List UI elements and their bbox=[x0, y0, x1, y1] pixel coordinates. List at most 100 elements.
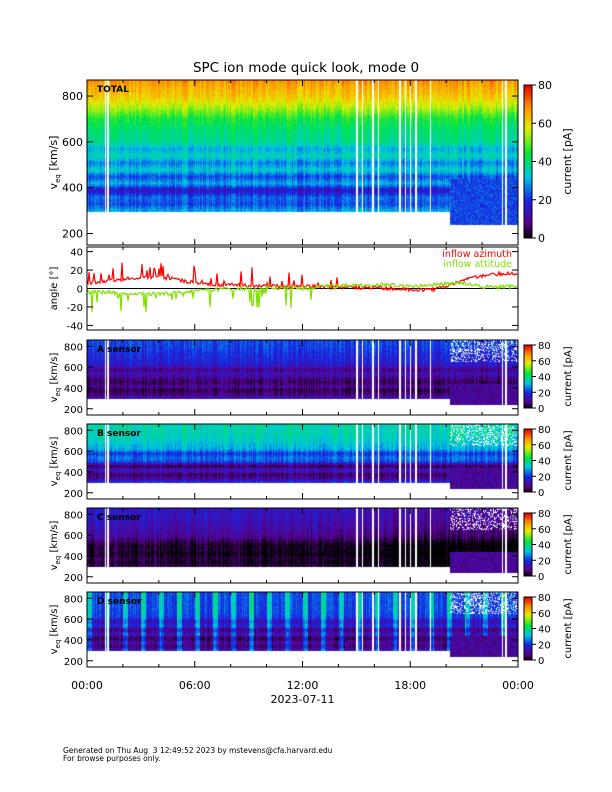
spectrogram-b-sensor bbox=[87, 424, 518, 499]
x-tick-label: 06:00 bbox=[179, 679, 211, 692]
y-tick-label: 600 bbox=[64, 363, 83, 374]
y-tick-label: 800 bbox=[64, 342, 83, 353]
colorbar-tick-label: 20 bbox=[538, 194, 552, 207]
y-axis-label: veq [km/s] bbox=[49, 353, 62, 403]
panel-label: D sensor bbox=[97, 597, 142, 607]
colorbar-frame bbox=[523, 428, 533, 493]
panel-label: B sensor bbox=[97, 429, 141, 439]
colorbar bbox=[524, 597, 532, 660]
y-tick-label: 400 bbox=[62, 182, 83, 195]
y-tick-label: 400 bbox=[64, 552, 83, 563]
colorbar-tick-label: 80 bbox=[538, 425, 551, 436]
colorbar bbox=[524, 85, 532, 238]
figure-title: SPC ion mode quick look, mode 0 bbox=[192, 60, 420, 76]
y-axis-label: veq [km/s] bbox=[49, 605, 62, 655]
x-tick-label: 00:00 bbox=[502, 679, 534, 692]
colorbar-tick-label: 80 bbox=[538, 509, 551, 520]
colorbar-frame bbox=[523, 344, 533, 409]
series-inflow-azimuth bbox=[86, 262, 518, 293]
colorbar-tick-label: 0 bbox=[538, 656, 544, 667]
y-tick-label: 800 bbox=[64, 510, 83, 521]
colorbar-tick-label: 40 bbox=[538, 541, 551, 552]
colorbar bbox=[524, 345, 532, 408]
spectrogram-d-sensor bbox=[87, 592, 518, 667]
y-tick-label: 400 bbox=[64, 636, 83, 647]
colorbar-tick-label: 60 bbox=[538, 357, 551, 368]
colorbar bbox=[524, 429, 532, 492]
y-axis-label: veq [km/s] bbox=[49, 437, 62, 487]
colorbar-tick-label: 20 bbox=[538, 388, 551, 399]
footer: Generated on Thu Aug 3 12:49:52 2023 by … bbox=[63, 747, 332, 763]
y-axis-label: veq [km/s] bbox=[49, 521, 62, 571]
colorbar-frame bbox=[523, 512, 533, 577]
panel-label: A sensor bbox=[97, 345, 142, 355]
y-tick-label: 20 bbox=[70, 266, 83, 277]
colorbar bbox=[524, 513, 532, 576]
colorbar-tick-label: 0 bbox=[538, 572, 544, 583]
x-axis-label: 2023-07-11 bbox=[271, 693, 335, 706]
y-axis-label: veq [km/s] bbox=[47, 136, 62, 190]
y-tick-label: 200 bbox=[64, 573, 83, 584]
y-tick-label: 600 bbox=[64, 531, 83, 542]
colorbar-tick-label: 40 bbox=[538, 625, 551, 636]
y-tick-label: -20 bbox=[67, 303, 83, 314]
colorbar-label: current [pA] bbox=[563, 430, 574, 490]
plot-frame bbox=[86, 339, 519, 416]
x-tick-label: 00:00 bbox=[71, 679, 103, 692]
x-tick-label: 12:00 bbox=[287, 679, 319, 692]
panel-label: TOTAL bbox=[97, 85, 129, 95]
legend-inflow-attitude: inflow attitude bbox=[443, 259, 512, 270]
colorbar-tick-label: 60 bbox=[538, 117, 552, 130]
colorbar-tick-label: 80 bbox=[538, 79, 552, 92]
y-tick-label: 800 bbox=[64, 426, 83, 437]
colorbar-tick-label: 0 bbox=[538, 232, 545, 245]
colorbar-tick-label: 0 bbox=[538, 488, 544, 499]
y-tick-label: 200 bbox=[64, 489, 83, 500]
y-tick-label: 200 bbox=[64, 405, 83, 416]
panel-label: C sensor bbox=[97, 513, 141, 523]
y-tick-label: 400 bbox=[64, 384, 83, 395]
spectrogram-a-sensor bbox=[87, 340, 518, 415]
colorbar-tick-label: 60 bbox=[538, 525, 551, 536]
y-tick-label: 800 bbox=[64, 594, 83, 605]
colorbar-tick-label: 20 bbox=[538, 640, 551, 651]
plot-frame bbox=[86, 507, 519, 584]
colorbar-label: current [pA] bbox=[563, 346, 574, 406]
colorbar-tick-label: 40 bbox=[538, 457, 551, 468]
y-tick-label: 600 bbox=[62, 136, 83, 149]
y-tick-label: 400 bbox=[64, 468, 83, 479]
colorbar-label: current [pA] bbox=[561, 128, 574, 194]
footer-generated: Generated on Thu Aug 3 12:49:52 2023 by … bbox=[63, 746, 333, 755]
colorbar-frame bbox=[523, 84, 533, 239]
colorbar-tick-label: 20 bbox=[538, 556, 551, 567]
colorbar-tick-label: 40 bbox=[538, 156, 552, 169]
legend-inflow-azimuth: inflow azimuth bbox=[442, 249, 512, 260]
colorbar-tick-label: 80 bbox=[538, 593, 551, 604]
spectrogram-c-sensor bbox=[87, 508, 518, 583]
y-tick-label: 600 bbox=[64, 447, 83, 458]
series-inflow-attitude bbox=[86, 280, 518, 313]
colorbar-label: current [pA] bbox=[563, 514, 574, 574]
spectrogram-total bbox=[87, 80, 518, 245]
y-tick-label: 200 bbox=[64, 657, 83, 668]
colorbar-tick-label: 0 bbox=[538, 404, 544, 415]
colorbar-frame bbox=[523, 596, 533, 661]
colorbar-tick-label: 20 bbox=[538, 472, 551, 483]
y-tick-label: 600 bbox=[64, 615, 83, 626]
colorbar-tick-label: 60 bbox=[538, 441, 551, 452]
y-tick-label: 0 bbox=[77, 285, 83, 296]
y-tick-label: 200 bbox=[62, 228, 83, 241]
plot-frame bbox=[86, 591, 519, 668]
x-tick-label: 18:00 bbox=[394, 679, 426, 692]
colorbar-tick-label: 80 bbox=[538, 341, 551, 352]
plot-frame bbox=[86, 79, 519, 246]
plot-frame bbox=[86, 423, 519, 500]
colorbar-label: current [pA] bbox=[563, 598, 574, 658]
y-tick-label: 800 bbox=[62, 90, 83, 103]
y-tick-label: -40 bbox=[67, 321, 83, 332]
footer-note: For browse purposes only. bbox=[63, 754, 161, 763]
y-tick-label: 40 bbox=[70, 248, 83, 259]
colorbar-tick-label: 40 bbox=[538, 373, 551, 384]
